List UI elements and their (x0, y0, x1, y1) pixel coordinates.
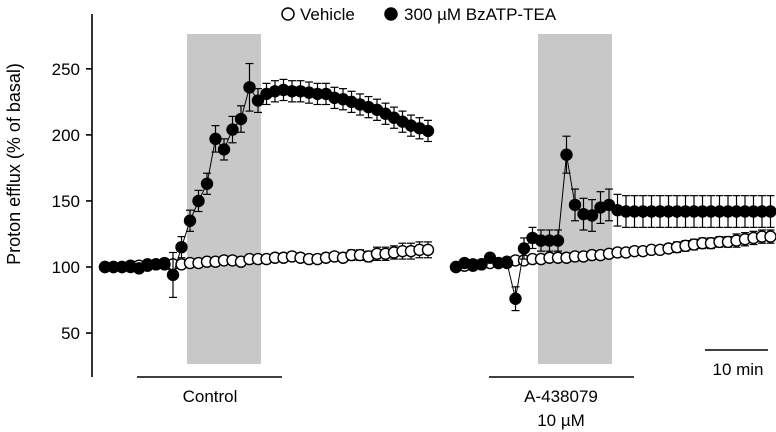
data-point (243, 81, 256, 94)
data-point (509, 292, 522, 305)
y-tick-label-200: 200 (52, 126, 80, 145)
condition-label-control: Control (183, 387, 238, 406)
legend-bzatp-marker (384, 7, 398, 21)
data-point (183, 214, 197, 227)
data-point (568, 198, 582, 212)
legend-bzatp-label: 300 µM BzATP-TEA (404, 5, 557, 24)
y-tick-label-150: 150 (52, 192, 80, 211)
data-point (192, 194, 205, 208)
legend-vehicle-marker (281, 7, 295, 21)
y-axis: 50 100 150 200 250 Proton efflux (% of basal… (4, 14, 93, 377)
series-line (455, 154, 771, 299)
time-scale-label: 10 min (712, 360, 763, 379)
data-point (217, 143, 231, 156)
data-point (517, 242, 531, 255)
data-point (764, 205, 776, 218)
condition-label-a438079: A-438079 (524, 387, 598, 406)
data-point (475, 258, 488, 271)
y-tick-label-250: 250 (52, 60, 80, 79)
data-point (209, 132, 222, 146)
data-point (585, 209, 599, 222)
data-point (251, 94, 265, 107)
data-point (551, 234, 565, 247)
data-point (500, 256, 514, 270)
data-point (421, 243, 435, 257)
legend-vehicle-label: Vehicle (300, 5, 355, 24)
y-tick-label-50: 50 (61, 324, 80, 343)
data-point (234, 112, 248, 126)
y-tick-label-100: 100 (52, 258, 80, 277)
data-point (421, 124, 435, 138)
data-point (764, 230, 776, 243)
series-bzatp-panel-0 (98, 62, 435, 298)
y-axis-title: Proton efflux (% of basal) (4, 63, 24, 265)
data-point (175, 240, 188, 254)
condition-sublabel-a438079: 10 µM (537, 411, 585, 430)
data-point (158, 258, 171, 271)
data-point (226, 123, 239, 136)
data-point (200, 177, 214, 190)
legend: Vehicle 300 µM BzATP-TEA (281, 5, 557, 24)
data-point (560, 148, 573, 161)
series-bzatp-panel-1 (449, 135, 776, 312)
data-point (166, 268, 180, 282)
